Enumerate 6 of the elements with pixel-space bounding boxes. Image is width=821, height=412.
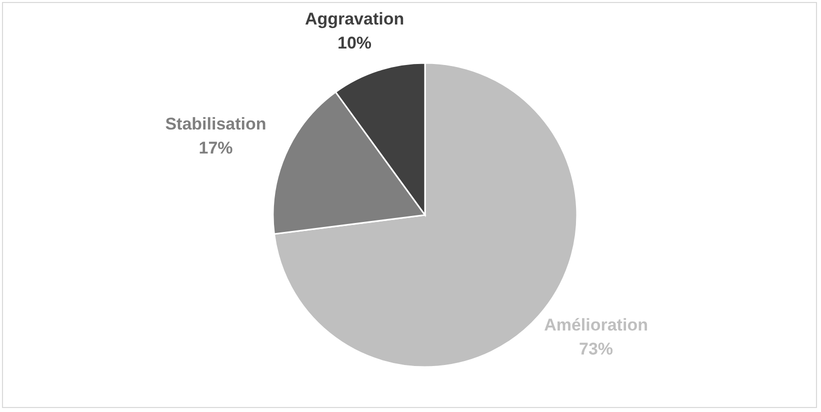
data-label: 17%	[198, 138, 233, 158]
data-label: 73%	[579, 340, 614, 359]
slice-label: Aggravation	[304, 9, 404, 28]
slice-label: Stabilisation	[165, 114, 266, 134]
data-label: 10%	[338, 33, 372, 52]
slice-label: Amélioration	[544, 316, 648, 335]
